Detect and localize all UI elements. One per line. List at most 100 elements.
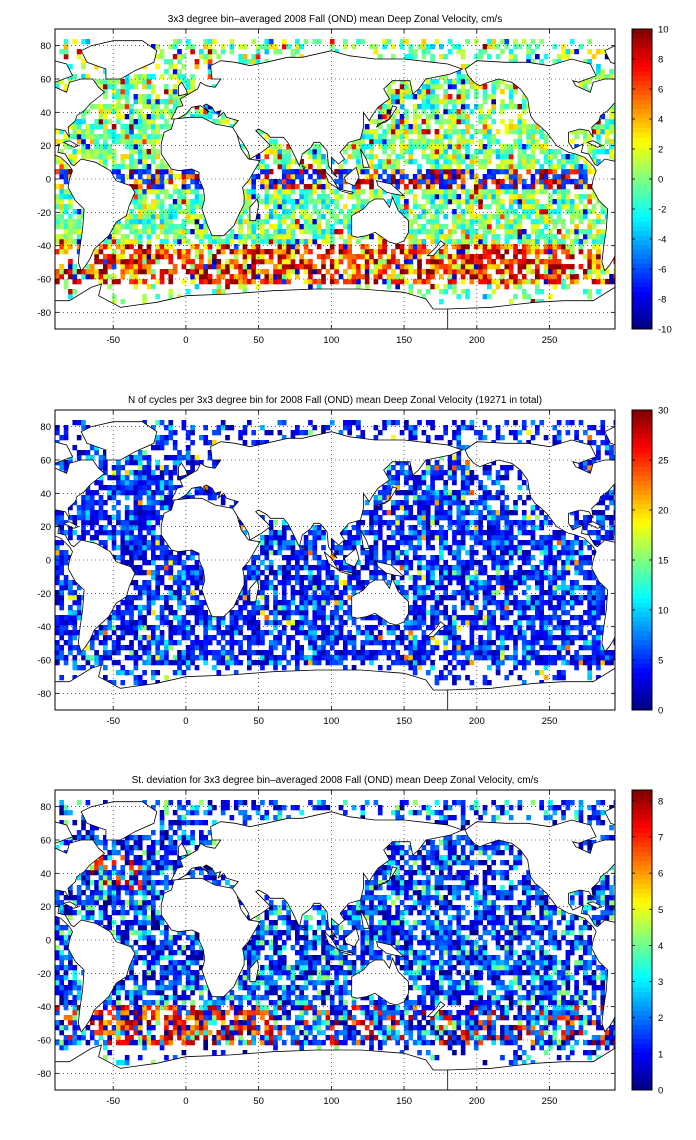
- bin-cell: [172, 655, 178, 661]
- bin-cell: [452, 244, 457, 250]
- bin-cell: [68, 650, 73, 656]
- coastline: [426, 240, 446, 257]
- bin-cell: [81, 149, 86, 155]
- bin-cell: [273, 234, 278, 240]
- bin-cell: [151, 99, 156, 105]
- bin-cell: [517, 214, 523, 220]
- bin-cell: [124, 269, 130, 275]
- bin-cell: [242, 585, 248, 591]
- bin-cell: [482, 264, 488, 270]
- bin-cell: [251, 635, 257, 641]
- bin-cell: [596, 229, 601, 235]
- bin-cell: [242, 274, 248, 280]
- bin-cell: [504, 44, 510, 50]
- bin-cell: [63, 189, 69, 195]
- bin-cell: [321, 154, 326, 160]
- bin-cell: [133, 179, 139, 185]
- bin-cell: [185, 239, 191, 245]
- bin-cell: [137, 645, 143, 651]
- bin-cell: [412, 615, 418, 621]
- bin-cell: [421, 204, 427, 210]
- bin-cell: [600, 605, 606, 611]
- bin-cell: [277, 239, 283, 245]
- bin-cell: [347, 650, 353, 656]
- bin-cell: [430, 189, 435, 195]
- bin-cell: [216, 670, 222, 676]
- bin-cell: [473, 129, 479, 135]
- chart-title: 3x3 degree bin–averaged 2008 Fall (OND) …: [168, 14, 502, 25]
- bin-cell: [142, 169, 147, 175]
- bin-cell: [569, 625, 575, 631]
- bin-cell: [526, 49, 531, 55]
- bin-cell: [199, 229, 204, 235]
- bin-cell: [574, 660, 579, 666]
- bin-cell: [63, 44, 69, 50]
- bin-cell: [439, 209, 444, 215]
- bin-cell: [460, 109, 466, 115]
- bin-cell: [565, 234, 571, 240]
- bin-cell: [212, 635, 217, 641]
- bin-cell: [325, 209, 331, 215]
- bin-cell: [116, 610, 121, 616]
- bin-cell: [548, 615, 553, 621]
- bin-cell: [578, 244, 584, 250]
- bin-cell: [129, 274, 134, 280]
- bin-cell: [159, 179, 165, 185]
- bin-cell: [377, 164, 383, 170]
- bin-cell: [299, 610, 305, 616]
- bin-cell: [421, 154, 427, 160]
- bin-cell: [137, 640, 143, 646]
- bin-cell: [569, 154, 575, 160]
- bin-cell: [312, 620, 318, 626]
- bin-cell: [155, 64, 161, 70]
- bin-cell: [251, 39, 257, 45]
- bin-cell: [343, 585, 348, 591]
- bin-cell: [172, 610, 178, 616]
- bin-cell: [569, 244, 575, 250]
- bin-cell: [120, 560, 126, 566]
- bin-cell: [229, 645, 235, 651]
- bin-cell: [356, 585, 361, 591]
- bin-cell: [408, 645, 414, 651]
- bin-cell: [124, 74, 130, 80]
- bin-cell: [591, 610, 597, 616]
- bin-cell: [68, 259, 73, 265]
- bin-cell: [473, 575, 479, 581]
- bin-cell: [487, 219, 492, 225]
- bin-cell: [469, 164, 475, 170]
- bin-cell: [535, 144, 540, 150]
- bin-cell: [334, 194, 339, 200]
- bin-cell: [103, 630, 108, 636]
- bin-cell: [133, 259, 139, 265]
- bin-cell: [521, 650, 527, 656]
- bin-cell: [399, 154, 405, 160]
- bin-cell: [469, 124, 475, 130]
- bin-cell: [556, 259, 562, 265]
- bin-cell: [500, 199, 505, 205]
- bin-cell: [63, 174, 69, 180]
- bin-cell: [334, 615, 339, 621]
- bin-cell: [443, 610, 449, 616]
- bin-cell: [439, 154, 444, 160]
- bin-cell: [500, 214, 505, 220]
- bin-cell: [111, 660, 117, 666]
- bin-cell: [591, 279, 597, 285]
- bin-cell: [421, 615, 427, 621]
- bin-cell: [68, 294, 73, 300]
- bin-cell: [552, 570, 558, 576]
- bin-cell: [159, 254, 165, 260]
- bin-cell: [185, 665, 191, 671]
- bin-cell: [316, 184, 322, 190]
- bin-cell: [543, 209, 549, 215]
- bin-cell: [68, 610, 73, 616]
- bin-cell: [513, 84, 518, 90]
- bin-cell: [526, 199, 531, 205]
- bin-cell: [517, 124, 523, 130]
- bin-cell: [137, 239, 143, 245]
- bin-cell: [220, 264, 226, 270]
- bin-cell: [482, 239, 488, 245]
- bin-cell: [120, 84, 126, 90]
- bin-cell: [569, 254, 575, 260]
- bin-cell: [487, 610, 492, 616]
- bin-cell: [487, 44, 492, 50]
